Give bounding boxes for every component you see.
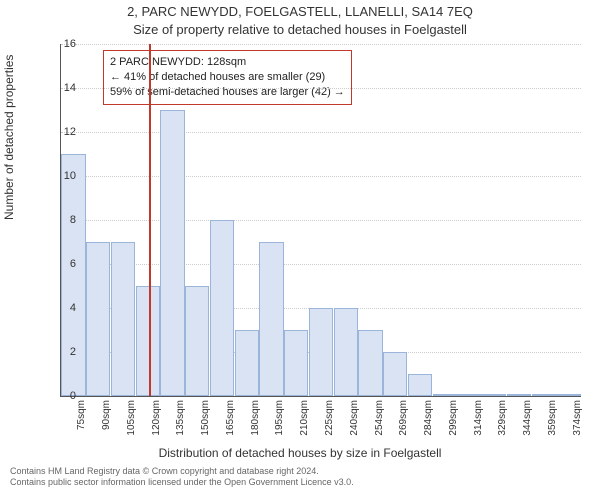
x-tick-label: 284sqm: [423, 400, 434, 448]
bar: [210, 220, 234, 396]
y-tick-label: 2: [48, 346, 76, 358]
bar: [433, 394, 457, 396]
x-tick-label: 329sqm: [497, 400, 508, 448]
y-tick-label: 6: [48, 258, 76, 270]
gridline: [61, 44, 581, 45]
x-tick-label: 344sqm: [522, 400, 533, 448]
x-tick-label: 374sqm: [572, 400, 583, 448]
gridline: [61, 88, 581, 89]
bar: [507, 394, 531, 396]
callout-line-2: ← 41% of detached houses are smaller (29…: [110, 70, 345, 85]
x-tick-label: 225sqm: [324, 400, 335, 448]
bar: [86, 242, 110, 396]
x-tick-label: 75sqm: [76, 400, 87, 448]
bar: [136, 286, 160, 396]
x-tick-label: 120sqm: [151, 400, 162, 448]
y-tick-label: 16: [48, 38, 76, 50]
x-tick-label: 195sqm: [274, 400, 285, 448]
marker-callout: 2 PARC NEWYDD: 128sqm ← 41% of detached …: [103, 50, 352, 105]
bar: [185, 286, 209, 396]
bar: [61, 154, 85, 396]
y-tick-label: 10: [48, 170, 76, 182]
x-tick-label: 240sqm: [349, 400, 360, 448]
bar: [457, 394, 481, 396]
x-tick-label: 180sqm: [250, 400, 261, 448]
x-tick-label: 299sqm: [448, 400, 459, 448]
y-axis-label: Number of detached properties: [2, 55, 16, 220]
y-tick-label: 12: [48, 126, 76, 138]
gridline: [61, 132, 581, 133]
bar: [111, 242, 135, 396]
page-title-2: Size of property relative to detached ho…: [0, 22, 600, 37]
marker-line: [149, 44, 151, 396]
gridline: [61, 176, 581, 177]
x-tick-label: 210sqm: [299, 400, 310, 448]
x-tick-label: 269sqm: [398, 400, 409, 448]
bar: [383, 352, 407, 396]
callout-line-1: 2 PARC NEWYDD: 128sqm: [110, 55, 345, 70]
bar: [408, 374, 432, 396]
bar: [358, 330, 382, 396]
x-tick-label: 150sqm: [200, 400, 211, 448]
bar: [334, 308, 358, 396]
bar: [309, 308, 333, 396]
bar: [532, 394, 556, 396]
x-axis-label: Distribution of detached houses by size …: [0, 446, 600, 460]
chart-plot-area: 2 PARC NEWYDD: 128sqm ← 41% of detached …: [60, 44, 581, 397]
footer-attribution: Contains HM Land Registry data © Crown c…: [10, 466, 590, 489]
x-tick-label: 314sqm: [473, 400, 484, 448]
bar: [482, 394, 506, 396]
bar: [284, 330, 308, 396]
gridline: [61, 220, 581, 221]
footer-line-2: Contains public sector information licen…: [10, 477, 590, 488]
y-tick-label: 0: [48, 390, 76, 402]
footer-line-1: Contains HM Land Registry data © Crown c…: [10, 466, 590, 477]
x-tick-label: 135sqm: [175, 400, 186, 448]
x-tick-label: 254sqm: [374, 400, 385, 448]
y-tick-label: 8: [48, 214, 76, 226]
bar: [259, 242, 283, 396]
gridline: [61, 264, 581, 265]
x-tick-label: 359sqm: [547, 400, 558, 448]
x-tick-label: 90sqm: [101, 400, 112, 448]
bar: [556, 394, 580, 396]
page-title-1: 2, PARC NEWYDD, FOELGASTELL, LLANELLI, S…: [0, 4, 600, 19]
bar: [235, 330, 259, 396]
bar: [160, 110, 184, 396]
y-tick-label: 14: [48, 82, 76, 94]
x-tick-label: 165sqm: [225, 400, 236, 448]
x-tick-label: 105sqm: [126, 400, 137, 448]
y-tick-label: 4: [48, 302, 76, 314]
callout-line-3: 59% of semi-detached houses are larger (…: [110, 85, 345, 100]
chart-page: 2, PARC NEWYDD, FOELGASTELL, LLANELLI, S…: [0, 0, 600, 500]
